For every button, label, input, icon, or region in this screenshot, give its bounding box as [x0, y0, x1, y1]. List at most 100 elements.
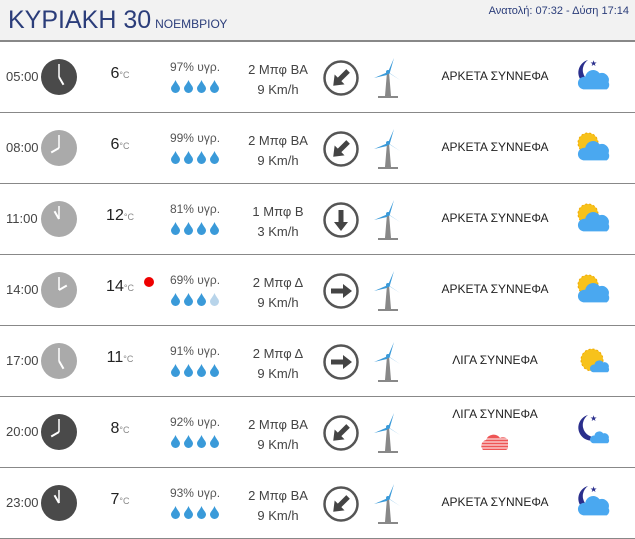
sun-cloud-icon [572, 269, 616, 314]
weather-description: ΛΙΓΑ ΣΥΝΝΕΦΑ [452, 353, 538, 367]
wind-direction-arrow-icon [322, 130, 360, 173]
max-temp-dot-icon [144, 277, 154, 287]
wind-direction-arrow-icon [322, 272, 360, 315]
forecast-row: 08:00 6°C 99% υγρ. 2 Μπφ ΒΑ 9 Km/h ΑΡΚΕΤΑ… [0, 113, 635, 184]
temperature: 11°C [106, 349, 134, 366]
weather-description: ΑΡΚΕΤΑ ΣΥΝΝΕΦΑ [441, 282, 549, 296]
weather-description: ΑΡΚΕΤΑ ΣΥΝΝΕΦΑ [441, 495, 549, 509]
forecast-row: 05:00 6°C 97% υγρ. 2 Μπφ ΒΑ 9 Km/h ΑΡΚΕΤΑ… [0, 42, 635, 113]
temperature: 6°C [110, 65, 130, 82]
wind-turbine-icon [370, 269, 406, 318]
humidity-drop-icon [183, 222, 196, 239]
weather-description: ΑΡΚΕΤΑ ΣΥΝΝΕΦΑ [441, 69, 549, 83]
day-title: ΚΥΡΙΑΚΗ 30 ΝΟΕΜΒΡΙΟΥ [8, 6, 228, 34]
humidity-drop-icon [170, 293, 183, 310]
clock-icon [41, 343, 77, 384]
humidity-label: 99% υγρ. [169, 131, 221, 145]
temperature: 6°C [110, 136, 130, 153]
humidity-drops [170, 151, 222, 169]
humidity-drop-icon [196, 293, 209, 310]
humidity-drop-icon [196, 151, 209, 168]
humidity-label: 97% υγρ. [169, 60, 221, 74]
humidity-label: 81% υγρ. [169, 202, 221, 216]
humidity-drop-icon [183, 151, 196, 168]
humidity-drops [170, 222, 222, 240]
hour-label: 17:00 [6, 353, 39, 368]
weather-description: ΑΡΚΕΤΑ ΣΥΝΝΕΦΑ [441, 211, 549, 225]
hour-label: 14:00 [6, 282, 39, 297]
clock-icon [41, 130, 77, 171]
weather-description: ΛΙΓΑ ΣΥΝΝΕΦΑ [452, 407, 538, 421]
wind-info: 2 Μπφ ΒΑ 9 Km/h [248, 417, 308, 452]
humidity-label: 92% υγρ. [169, 415, 221, 429]
sun-small-cloud-icon [572, 340, 616, 385]
svg-text:★: ★ [590, 414, 597, 423]
wind-direction-arrow-icon [322, 343, 360, 386]
clock-icon [41, 272, 77, 313]
month-label: ΝΟΕΜΒΡΙΟΥ [155, 17, 228, 31]
wind-turbine-icon [370, 411, 406, 460]
temperature: 8°C [110, 420, 130, 437]
humidity-drop-icon [209, 435, 222, 452]
humidity-drop-icon [183, 364, 196, 381]
humidity-drop-icon [209, 222, 222, 239]
humidity-drop-icon [196, 80, 209, 97]
hour-label: 08:00 [6, 140, 39, 155]
clock-icon [41, 485, 77, 526]
temperature: 12°C [106, 207, 134, 224]
humidity-drops [170, 293, 222, 311]
wind-turbine-icon [370, 127, 406, 176]
humidity-drop-icon [209, 80, 222, 97]
humidity-label: 69% υγρ. [169, 273, 221, 287]
humidity-label: 93% υγρ. [169, 486, 221, 500]
humidity-drop-icon [183, 80, 196, 97]
humidity-drop-icon [196, 506, 209, 523]
forecast-row: 23:00 7°C 93% υγρ. 2 Μπφ ΒΑ 9 Km/h ΑΡΚΕΤΑ… [0, 468, 635, 539]
wind-direction-arrow-icon [322, 414, 360, 457]
clock-icon [41, 201, 77, 242]
svg-text:★: ★ [590, 59, 597, 68]
humidity-drop-icon [170, 222, 183, 239]
hour-label: 20:00 [6, 424, 39, 439]
wind-info: 2 Μπφ ΒΑ 9 Km/h [248, 133, 308, 168]
moon-small-cloud-icon: ★ [572, 411, 616, 456]
clock-icon [41, 59, 77, 100]
forecast-list: 05:00 6°C 97% υγρ. 2 Μπφ ΒΑ 9 Km/h ΑΡΚΕΤΑ… [0, 42, 635, 539]
humidity-drop-icon [183, 506, 196, 523]
humidity-drop-icon [209, 506, 222, 523]
humidity-drops [170, 506, 222, 524]
humidity-label: 91% υγρ. [169, 344, 221, 358]
humidity-drop-icon [209, 293, 222, 310]
humidity-drop-icon [170, 506, 183, 523]
humidity-drop-icon [170, 364, 183, 381]
humidity-drop-icon [196, 435, 209, 452]
moon-cloud-icon: ★ [572, 56, 616, 101]
humidity-drop-icon [183, 435, 196, 452]
weather-description: ΑΡΚΕΤΑ ΣΥΝΝΕΦΑ [441, 140, 549, 154]
humidity-drops [170, 80, 222, 98]
sunrise-sunset: Ανατολή: 07:32 - Δύση 17:14 [488, 5, 629, 17]
wind-direction-arrow-icon [322, 59, 360, 102]
wind-turbine-icon [370, 198, 406, 247]
sun-cloud-icon [572, 198, 616, 243]
wind-turbine-icon [370, 56, 406, 105]
humidity-drop-icon [196, 364, 209, 381]
humidity-drop-icon [170, 80, 183, 97]
wind-turbine-icon [370, 482, 406, 531]
hour-label: 11:00 [6, 211, 38, 226]
forecast-row: 20:00 8°C 92% υγρ. 2 Μπφ ΒΑ 9 Km/h ΛΙΓΑ Σ… [0, 397, 635, 468]
moon-cloud-icon: ★ [572, 482, 616, 527]
day-header: ΚΥΡΙΑΚΗ 30 ΝΟΕΜΒΡΙΟΥ Ανατολή: 07:32 - Δύσ… [0, 0, 635, 42]
humidity-drop-icon [196, 222, 209, 239]
wind-direction-arrow-icon [322, 485, 360, 528]
clock-icon [41, 414, 77, 455]
sun-cloud-icon [572, 127, 616, 172]
wind-info: 2 Μπφ ΒΑ 9 Km/h [248, 488, 308, 523]
humidity-drop-icon [170, 435, 183, 452]
